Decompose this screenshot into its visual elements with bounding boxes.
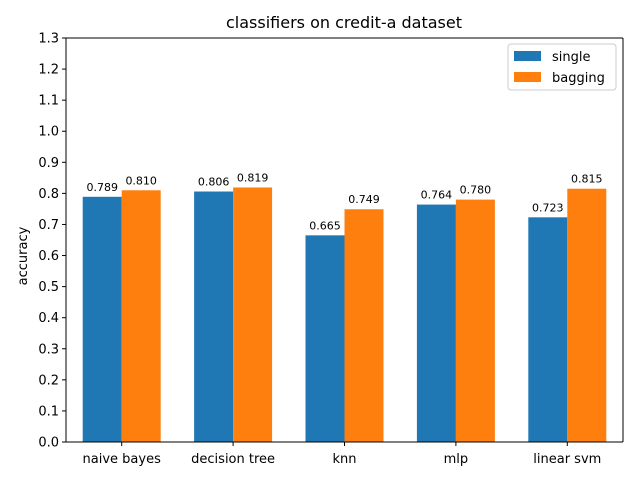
bar-bagging (455, 199, 495, 442)
bar-bagging (344, 209, 384, 442)
bar-bagging (567, 188, 607, 442)
x-tick-label: linear svm (533, 452, 601, 467)
data-label: 0.764 (421, 189, 453, 202)
y-tick-label: 1.3 (38, 32, 59, 47)
data-label: 0.806 (198, 176, 230, 189)
bar-single (82, 196, 122, 442)
legend-swatch-bagging (514, 72, 541, 82)
y-tick-label: 0.7 (38, 218, 59, 233)
y-tick-label: 0.9 (38, 156, 59, 171)
bar-single (528, 217, 568, 442)
y-axis-label: accuracy (16, 226, 31, 285)
bar-bagging (121, 190, 161, 442)
y-tick-label: 0.0 (38, 436, 59, 451)
plot-area: 0.789 0.806 0.665 0.764 0.723 0.810 0.819 0.749… (38, 32, 624, 467)
y-tick-label: 0.3 (38, 342, 59, 357)
y-tick-label: 0.2 (38, 373, 59, 388)
legend-label-single: single (552, 50, 591, 65)
y-tick-label: 0.1 (38, 404, 59, 419)
data-label: 0.815 (571, 173, 603, 186)
x-tick-label: mlp (444, 452, 469, 467)
bar-single (416, 204, 456, 442)
bar-single (194, 191, 234, 442)
x-tick-label: decision tree (191, 452, 275, 467)
bar-single (305, 235, 345, 442)
data-label: 0.810 (125, 174, 157, 187)
data-label: 0.780 (460, 184, 492, 197)
data-label: 0.789 (86, 181, 118, 194)
y-tick-label: 1.2 (38, 63, 59, 78)
data-label: 0.819 (237, 171, 269, 184)
legend: single bagging (507, 43, 617, 91)
y-tick-label: 1.0 (38, 125, 59, 140)
y-tick-label: 0.8 (38, 187, 59, 202)
legend-swatch-single (514, 51, 541, 61)
y-tick-label: 0.4 (38, 311, 59, 326)
data-label: 0.665 (309, 219, 341, 232)
data-label: 0.749 (348, 193, 380, 206)
y-tick-label: 1.1 (38, 94, 59, 109)
x-tick-label: knn (332, 452, 356, 467)
bar-bagging (233, 187, 273, 442)
data-label: 0.723 (532, 201, 564, 214)
y-tick-label: 0.5 (38, 280, 59, 295)
x-tick-label: naive bayes (83, 452, 162, 467)
chart-title: classifiers on credit-a dataset (226, 13, 462, 32)
legend-label-bagging: bagging (552, 71, 605, 86)
y-tick-label: 0.6 (38, 249, 59, 264)
